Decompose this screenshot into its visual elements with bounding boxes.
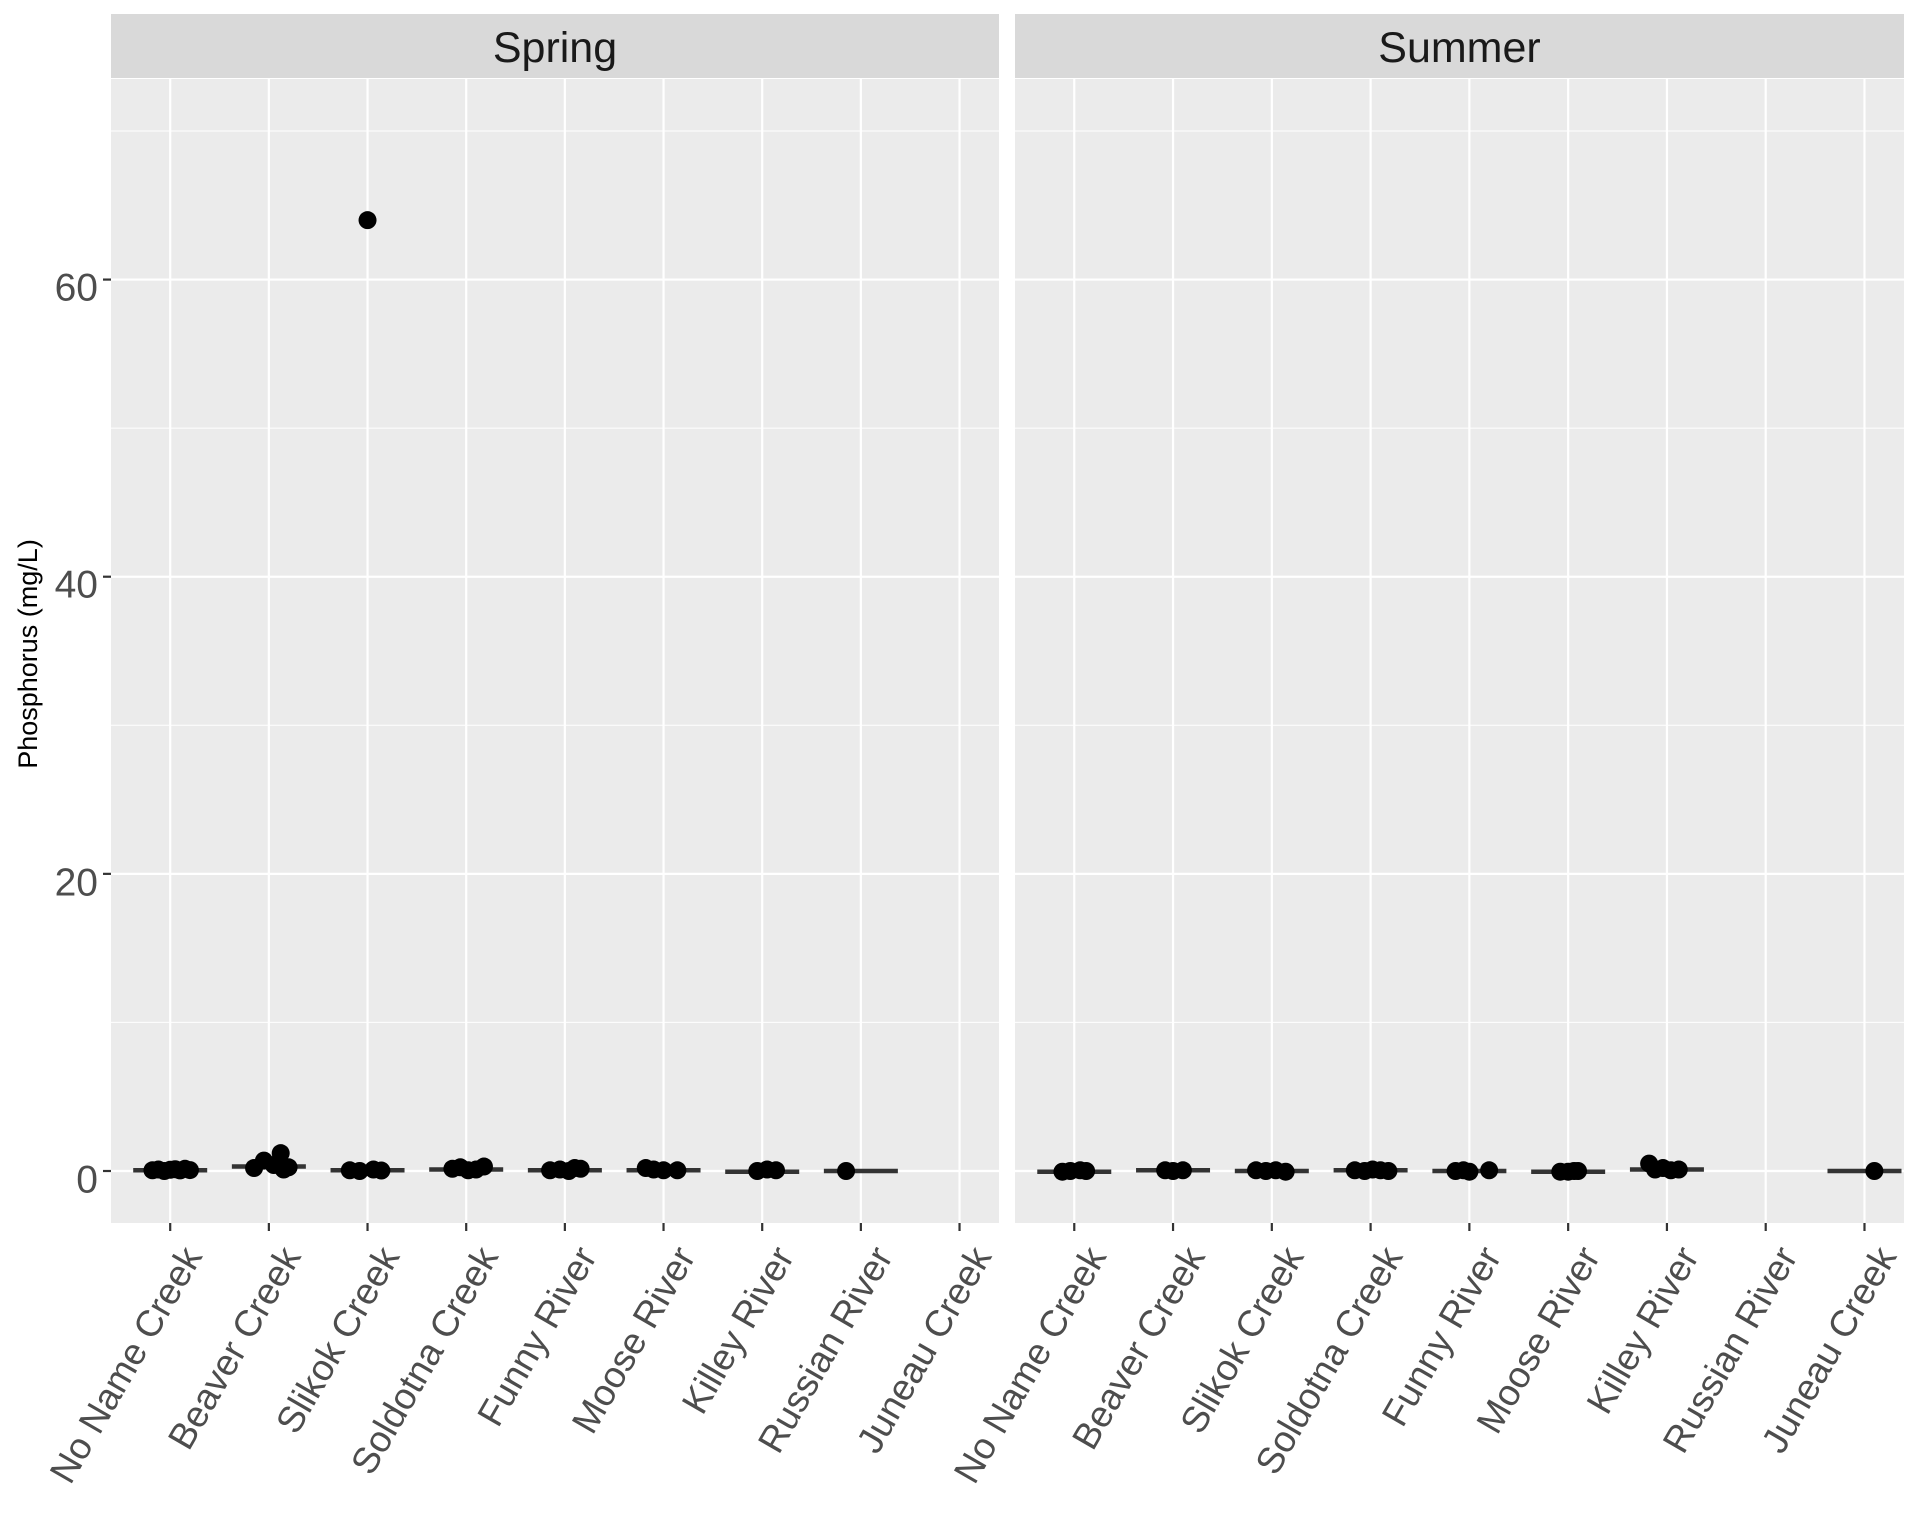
facet-strip xyxy=(111,14,999,78)
data-point xyxy=(279,1158,298,1177)
data-point xyxy=(668,1161,687,1180)
data-point xyxy=(1569,1162,1588,1180)
y-tick-label-60: 60 xyxy=(55,267,98,310)
data-point xyxy=(271,1144,290,1163)
data-point xyxy=(571,1159,590,1178)
data-point xyxy=(358,211,377,230)
y-tick-label-0: 0 xyxy=(76,1159,98,1202)
facet-strip xyxy=(1015,14,1904,78)
data-point xyxy=(767,1161,786,1180)
grid-lines xyxy=(111,79,999,1223)
x-tick-label: No Name Creek xyxy=(42,1239,210,1490)
panel-background xyxy=(1015,79,1904,1223)
data-point xyxy=(654,1161,673,1180)
data-point xyxy=(837,1162,856,1180)
data-marks xyxy=(1037,1154,1902,1181)
y-axis-title: Phosphorus (mg/L) xyxy=(13,539,43,769)
data-point xyxy=(1077,1162,1096,1180)
data-point xyxy=(1865,1162,1884,1180)
data-point xyxy=(1480,1161,1499,1180)
data-point xyxy=(372,1161,391,1180)
data-point xyxy=(350,1162,369,1180)
y-tick-label-20: 20 xyxy=(55,862,98,905)
data-point xyxy=(1379,1162,1398,1180)
facet-strip-label: Summer xyxy=(1378,24,1540,72)
data-marks xyxy=(133,211,898,1180)
facet-strip-label: Spring xyxy=(493,24,617,72)
y-tick-label-40: 40 xyxy=(55,564,98,607)
data-point xyxy=(1276,1162,1295,1181)
panel-background xyxy=(111,79,999,1223)
data-point xyxy=(1173,1161,1192,1180)
data-point xyxy=(1460,1162,1479,1181)
y-axis: Phosphorus (mg/L) 0 20 40 60 xyxy=(13,267,98,1202)
data-point xyxy=(180,1161,199,1180)
grid-lines xyxy=(1015,79,1904,1223)
data-point xyxy=(1669,1160,1688,1179)
y-ticks xyxy=(103,278,111,1173)
data-point xyxy=(474,1157,493,1176)
